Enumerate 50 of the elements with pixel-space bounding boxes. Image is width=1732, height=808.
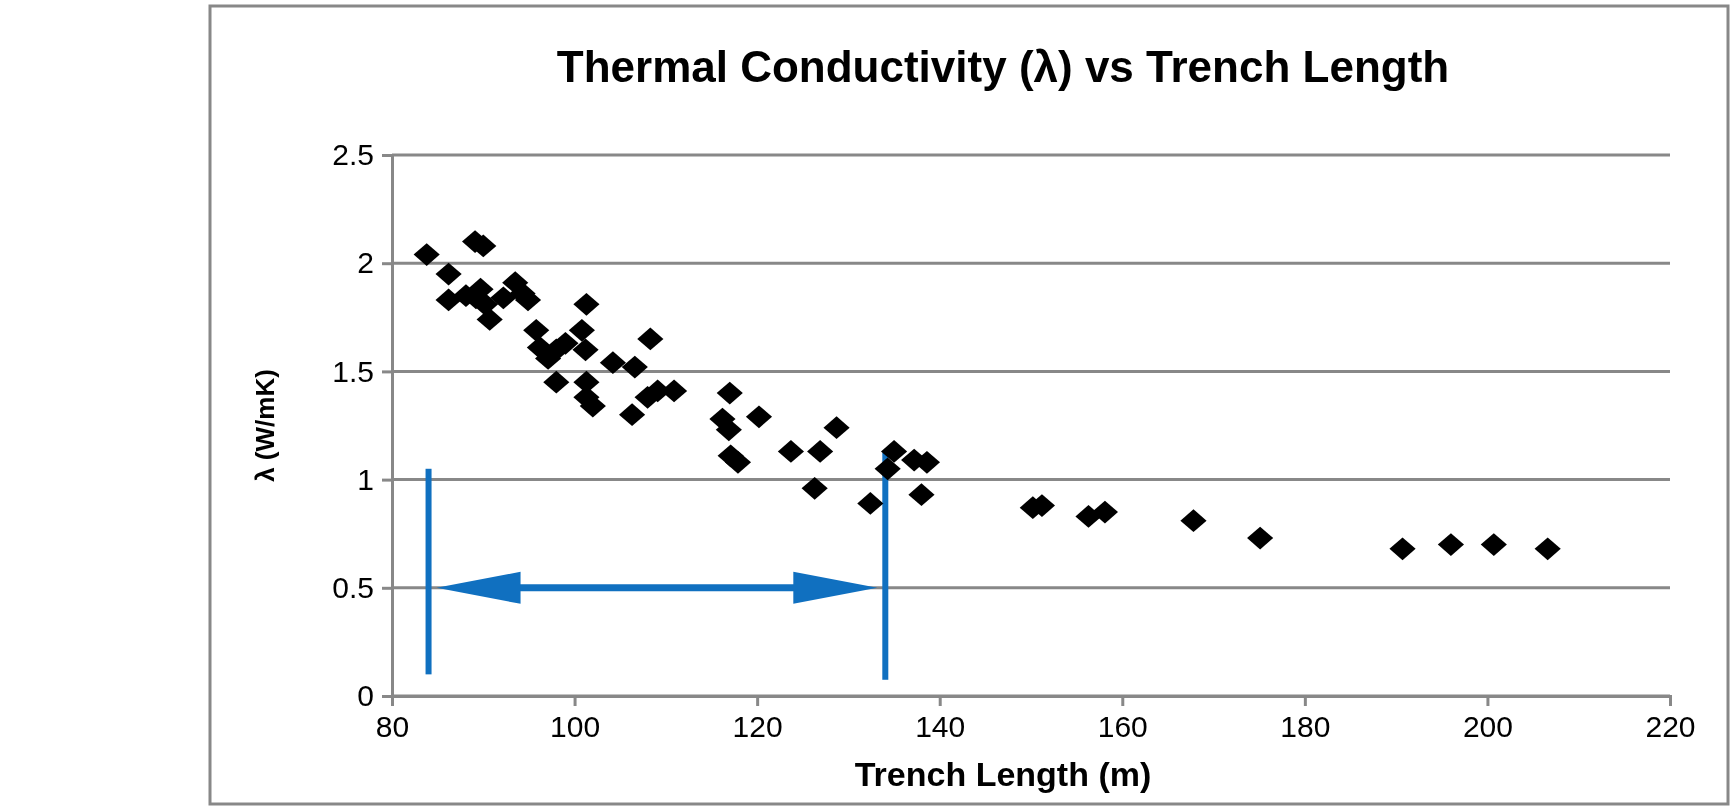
- point: [637, 327, 664, 351]
- point: [908, 483, 935, 507]
- point: [573, 292, 600, 316]
- point: [777, 440, 804, 463]
- x-tick-label: 80: [375, 710, 410, 744]
- point: [413, 243, 440, 266]
- point: [715, 418, 742, 442]
- point: [1247, 526, 1274, 550]
- x-tick-label: 100: [550, 710, 601, 744]
- point: [523, 318, 550, 342]
- point: [857, 492, 884, 515]
- point: [880, 440, 908, 463]
- y-tick-label: 2: [357, 246, 374, 280]
- point: [1480, 533, 1507, 556]
- y-tick-label: 0: [357, 679, 374, 713]
- x-axis-title: Trench Length (m): [854, 755, 1152, 793]
- point: [476, 308, 503, 331]
- point: [621, 355, 648, 379]
- x-tick-label: 160: [1097, 710, 1148, 744]
- point: [568, 318, 595, 342]
- x-tick-label: 200: [1462, 710, 1513, 744]
- point: [599, 351, 626, 375]
- y-tick-label: 1.5: [332, 354, 374, 388]
- x-tick-label: 120: [732, 710, 783, 744]
- point: [716, 381, 743, 405]
- chart-title: Thermal Conductivity (λ) vs Trench Length: [556, 42, 1450, 91]
- x-tick-label: 140: [915, 710, 966, 744]
- point: [874, 457, 901, 481]
- point: [435, 262, 462, 286]
- point: [807, 440, 834, 463]
- point: [724, 450, 752, 474]
- point: [1534, 537, 1561, 561]
- x-tick-label: 180: [1280, 710, 1331, 744]
- point: [745, 405, 773, 429]
- x-tick-label: 220: [1645, 710, 1696, 744]
- point: [823, 416, 850, 440]
- point: [435, 288, 462, 312]
- point: [490, 286, 517, 310]
- y-axis-title: λ (W/mK): [250, 369, 280, 482]
- y-tick-label: 2.5: [332, 138, 374, 172]
- point: [572, 338, 599, 362]
- point: [1389, 537, 1416, 561]
- y-tick-label: 1: [357, 462, 374, 496]
- point: [1091, 500, 1119, 524]
- point: [801, 476, 828, 500]
- point: [619, 403, 646, 427]
- point: [1437, 533, 1464, 556]
- y-tick-label: 0.5: [332, 570, 374, 604]
- point: [543, 370, 570, 394]
- point: [1180, 509, 1207, 533]
